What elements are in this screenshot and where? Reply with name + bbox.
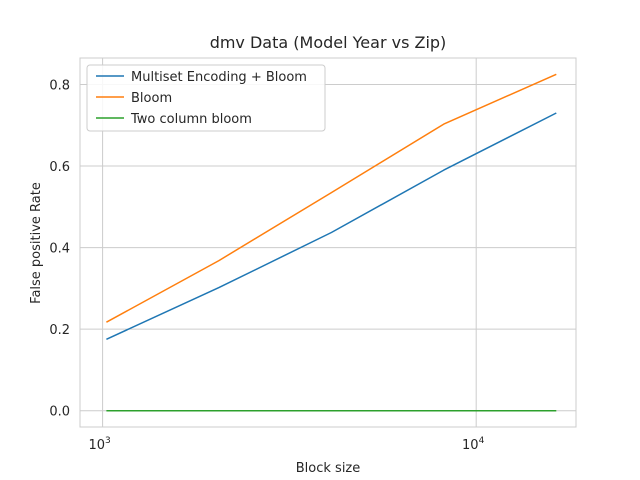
x-tick-exponent: 4 [479,436,485,446]
y-tick-label: 0.6 [49,160,70,175]
x-axis-label: Block size [296,461,361,476]
y-tick-label: 0.4 [49,242,70,257]
plot-area [79,57,577,428]
y-tick-label: 0.8 [49,79,70,94]
legend: Multiset Encoding + Bloom Bloom Two column… [86,64,326,132]
y-tick-label: 0.2 [49,323,70,338]
x-tick-base: 10 [88,438,105,453]
legend-label: Multiset Encoding + Bloom [131,70,307,85]
series-line [106,73,557,323]
series-line [106,112,557,340]
x-tick-label: 103 [88,436,110,453]
y-tick-label: 0.0 [49,405,70,420]
chart-title: dmv Data (Model Year vs Zip) [210,33,447,52]
legend-label: Two column bloom [130,112,252,127]
legend-box [86,64,326,132]
y-axis-label: False positive Rate [29,182,44,304]
legend-label: Bloom [131,91,172,106]
x-tick-base: 10 [462,438,479,453]
x-tick-exponent: 3 [105,436,111,446]
x-tick-label: 104 [462,436,485,453]
series-lines [106,73,557,412]
